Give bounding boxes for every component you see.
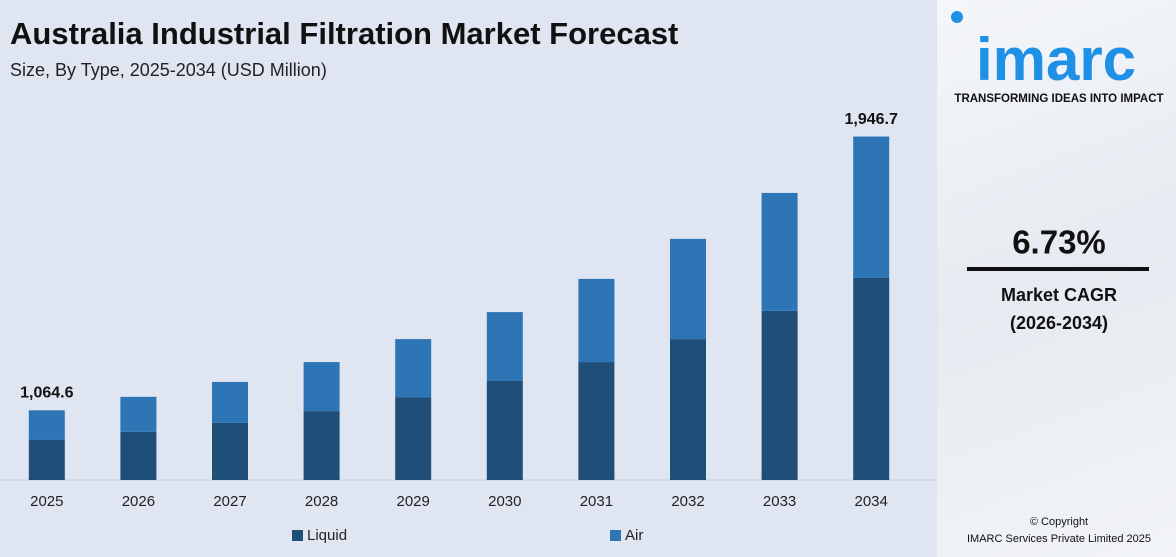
bar-segment (670, 238, 706, 340)
divider (967, 267, 1149, 271)
chart: Australia Industrial Filtration Market F… (0, 16, 937, 544)
x-tick-label: 2029 (397, 493, 430, 510)
side-graphic: imarc TRANSFORMING IDEAS INTO IMPACT 6.7… (951, 11, 1164, 545)
x-tick-label: 2032 (671, 493, 704, 510)
total-label: 1,064.6 (20, 385, 73, 402)
x-tick-label: 2027 (213, 493, 246, 510)
cagr-label: Market CAGR (1001, 285, 1117, 305)
x-tick-label: 2034 (855, 493, 888, 510)
bar-segment (853, 136, 890, 278)
cagr-period: (2026-2034) (1010, 313, 1108, 333)
bar-segment (120, 431, 157, 480)
bar-segment (578, 362, 615, 480)
legend-label: Liquid (307, 527, 347, 544)
bar-segment (395, 339, 432, 398)
bar-segment (670, 339, 706, 480)
bar-segment (303, 362, 340, 412)
bar-segment (761, 192, 798, 311)
bar-segment (578, 278, 615, 363)
logo-dot (951, 11, 963, 23)
copyright: © Copyright (1030, 516, 1088, 528)
side-panel: imarc TRANSFORMING IDEAS INTO IMPACT 6.7… (937, 0, 1176, 557)
bar-segment (486, 381, 523, 480)
chart-title: Australia Industrial Filtration Market F… (10, 16, 678, 51)
bar-segment (212, 422, 248, 480)
total-label: 1,946.7 (845, 111, 898, 128)
legend-label: Air (625, 527, 643, 544)
x-tick-label: 2030 (488, 493, 521, 510)
company: IMARC Services Private Limited 2025 (967, 533, 1151, 545)
bar-segment (761, 310, 798, 480)
x-tick-label: 2031 (580, 493, 613, 510)
chart-subtitle: Size, By Type, 2025-2034 (USD Million) (10, 60, 327, 80)
x-tick-label: 2028 (305, 493, 338, 510)
x-tick-label: 2026 (122, 493, 155, 510)
bar-segment (120, 396, 157, 432)
bar-segment (486, 312, 523, 381)
logo: imarc (976, 26, 1136, 93)
bar-segment (28, 439, 65, 480)
tagline: TRANSFORMING IDEAS INTO IMPACT (954, 93, 1163, 105)
bar-segment (212, 381, 248, 423)
bar-segment (303, 411, 340, 480)
legend-swatch (610, 530, 621, 541)
bar-segment (853, 277, 890, 480)
cagr-value: 6.73% (1012, 224, 1106, 261)
bar-segment (395, 397, 432, 480)
x-tick-label: 2033 (763, 493, 796, 510)
x-tick-label: 2025 (30, 493, 63, 510)
legend-swatch (292, 530, 303, 541)
bar-segment (28, 410, 65, 440)
